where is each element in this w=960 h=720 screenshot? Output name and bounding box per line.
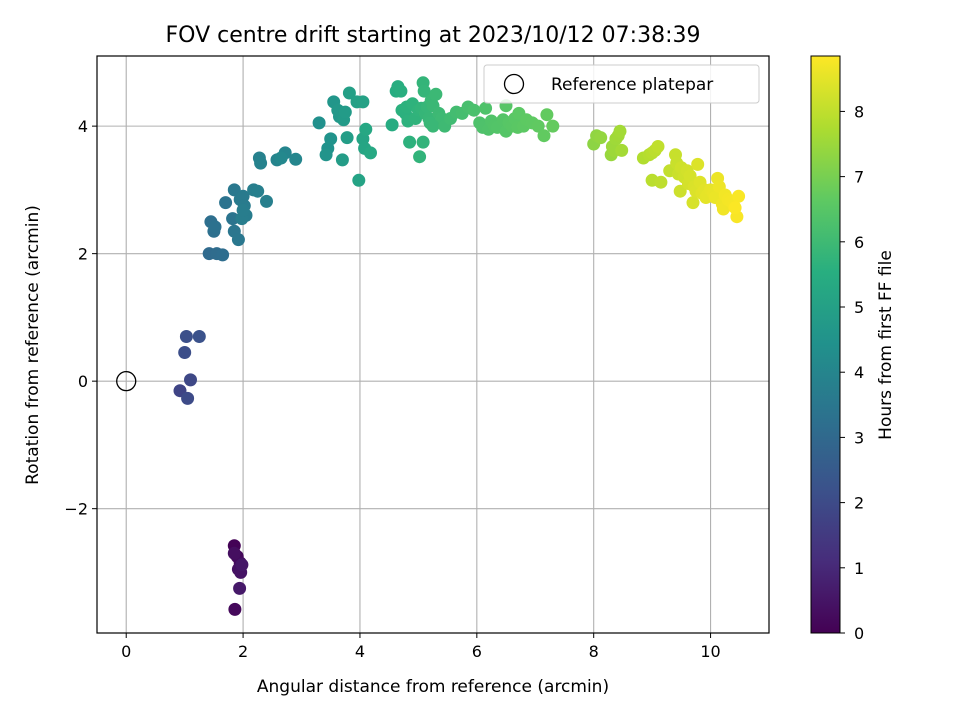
data-point xyxy=(260,194,273,208)
x-tick-label: 8 xyxy=(589,642,599,661)
colorbar: 0 1 2 3 4 5 6 7 8 Hours from first FF file xyxy=(810,55,896,643)
data-point xyxy=(356,95,370,109)
data-point xyxy=(219,196,233,210)
colorbar-tick-label: 6 xyxy=(854,233,864,252)
y-tick-label: 4 xyxy=(78,117,88,136)
y-tick-label: 2 xyxy=(78,245,88,264)
data-point xyxy=(179,330,193,343)
data-point xyxy=(251,184,265,198)
data-point xyxy=(673,184,687,198)
legend-box xyxy=(483,64,760,104)
data-point xyxy=(531,119,545,133)
x-tick-label: 10 xyxy=(700,642,720,661)
data-point xyxy=(479,101,493,115)
reference-platepar-marker xyxy=(116,371,137,392)
data-point xyxy=(319,148,333,162)
x-axis-ticks: 0 2 4 6 8 10 xyxy=(121,633,721,661)
data-point xyxy=(359,122,373,136)
data-point xyxy=(467,103,481,117)
x-tick-label: 0 xyxy=(121,642,131,661)
y-tick-label: −2 xyxy=(64,500,88,519)
reference-marker-layer xyxy=(116,371,137,392)
data-point xyxy=(274,151,288,165)
data-point xyxy=(728,201,742,215)
colorbar-tick-label: 8 xyxy=(854,102,864,121)
y-tick-label: 0 xyxy=(78,372,88,391)
y-axis-label: Rotation from reference (arcmin) xyxy=(23,205,43,485)
colorbar-tick-label: 4 xyxy=(854,363,864,382)
data-point xyxy=(683,169,697,183)
data-point xyxy=(691,157,705,171)
legend-entry-reference-platepar: Reference platepar xyxy=(551,75,713,95)
data-point xyxy=(324,132,338,146)
data-point xyxy=(615,143,629,157)
data-point xyxy=(537,129,551,143)
data-point xyxy=(403,135,417,149)
legend-reference-marker xyxy=(503,73,525,95)
colorbar-tick-label: 2 xyxy=(854,494,864,513)
data-point xyxy=(184,373,197,387)
colorbar-tick-label: 0 xyxy=(854,624,864,643)
data-point xyxy=(312,116,326,130)
data-point xyxy=(651,140,665,153)
data-point xyxy=(654,175,668,189)
legend: Reference platepar xyxy=(483,64,760,104)
data-point xyxy=(181,391,195,405)
data-point xyxy=(236,189,250,203)
x-tick-label: 4 xyxy=(355,642,365,661)
y-axis-ticks: −2 0 2 4 xyxy=(64,117,97,519)
data-point xyxy=(289,152,303,166)
data-point xyxy=(233,581,247,595)
data-point xyxy=(686,196,700,210)
data-point xyxy=(413,150,427,164)
data-point xyxy=(416,135,430,149)
data-point xyxy=(228,602,242,616)
plot-frame xyxy=(96,55,770,634)
data-point xyxy=(208,220,222,234)
data-point xyxy=(226,212,240,226)
data-point xyxy=(417,84,431,98)
chart-title: FOV centre drift starting at 2023/10/12 … xyxy=(166,23,701,48)
x-tick-label: 2 xyxy=(238,642,248,661)
colorbar-tick-label: 3 xyxy=(854,428,864,447)
colorbar-label: Hours from first FF file xyxy=(876,250,896,440)
data-point xyxy=(594,131,608,145)
data-point xyxy=(254,156,268,170)
data-point xyxy=(732,189,746,203)
data-point xyxy=(385,118,399,132)
data-point xyxy=(429,87,443,101)
data-point xyxy=(342,86,356,100)
data-point xyxy=(352,173,366,187)
data-point xyxy=(364,146,377,160)
data-point xyxy=(340,131,354,145)
data-point xyxy=(426,119,440,133)
colorbar-tick-label: 1 xyxy=(854,559,864,578)
data-point xyxy=(192,330,206,343)
data-point xyxy=(613,124,627,138)
data-point xyxy=(335,153,349,167)
data-point xyxy=(338,105,352,119)
colorbar-gradient xyxy=(810,55,841,634)
data-point xyxy=(546,119,560,133)
data-point xyxy=(540,108,554,122)
data-point xyxy=(178,346,192,359)
x-tick-label: 6 xyxy=(472,642,482,661)
plot-area xyxy=(97,56,769,633)
data-point xyxy=(231,233,245,247)
data-point xyxy=(236,203,250,217)
data-point xyxy=(394,84,408,98)
colorbar-tick-label: 5 xyxy=(854,298,864,317)
data-point xyxy=(227,546,241,560)
colorbar-tick-label: 7 xyxy=(854,168,864,187)
colorbar-ticks: 0 1 2 3 4 5 6 7 8 xyxy=(840,102,864,643)
data-point xyxy=(235,558,249,572)
data-point xyxy=(216,248,230,262)
scatter-points xyxy=(173,76,746,616)
x-axis-label: Angular distance from reference (arcmin) xyxy=(257,677,609,697)
